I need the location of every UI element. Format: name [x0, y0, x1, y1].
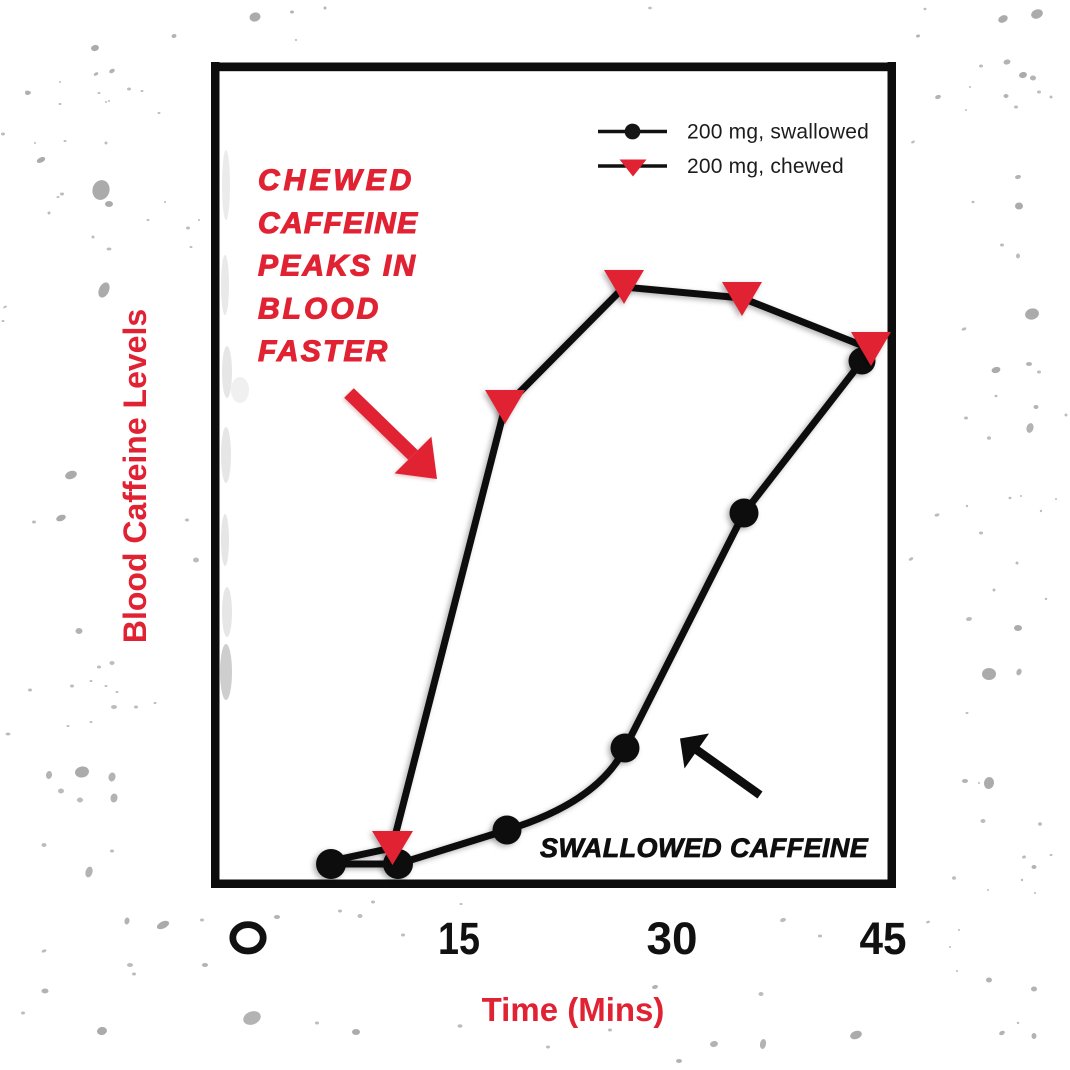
svg-text:CAFFEINE: CAFFEINE	[258, 207, 418, 240]
svg-text:200 mg, chewed: 200 mg, chewed	[687, 155, 844, 178]
svg-text:45: 45	[860, 913, 907, 964]
svg-text:30: 30	[647, 913, 698, 964]
svg-text:BLOOD: BLOOD	[258, 292, 381, 325]
svg-text:PEAKS IN: PEAKS IN	[258, 250, 417, 283]
svg-text:Time (Mins): Time (Mins)	[482, 991, 665, 1028]
svg-text:15: 15	[438, 913, 480, 964]
svg-text:FASTER: FASTER	[258, 335, 390, 368]
svg-text:SWALLOWED CAFFEINE: SWALLOWED CAFFEINE	[540, 833, 869, 863]
svg-text:CHEWED: CHEWED	[258, 164, 415, 197]
svg-text:200 mg, swallowed: 200 mg, swallowed	[687, 121, 869, 144]
svg-text:Blood Caffeine Levels: Blood Caffeine Levels	[117, 309, 153, 643]
